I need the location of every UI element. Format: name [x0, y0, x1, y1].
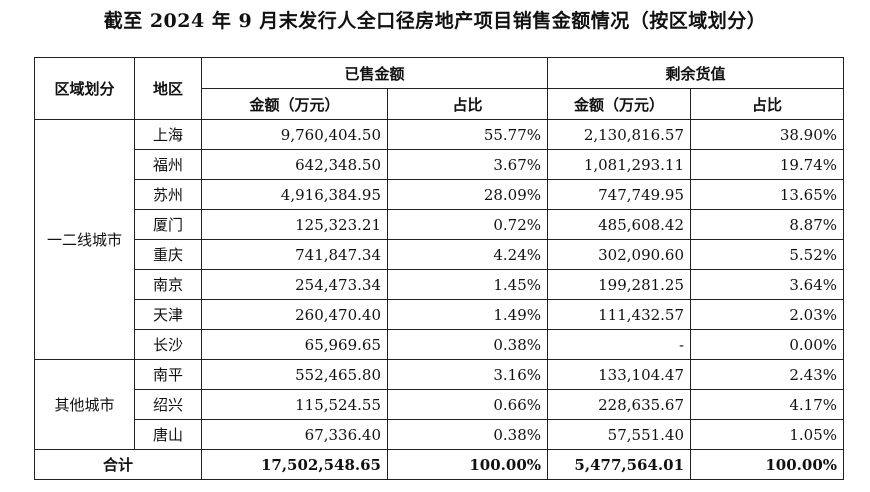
table-row: 一二线城市 上海 9,760,404.50 55.77% 2,130,816.5… [34, 119, 845, 360]
sold-amount-cell: 125,323.21 [201, 209, 388, 240]
sold-amount-cell: 9,760,404.50 [201, 119, 388, 150]
sold-share-cell: 1.45% [386, 269, 549, 300]
table-row: 厦门 125,323.21 0.72% 485,608.42 8.87% [35, 209, 845, 240]
table-row: 重庆 741,847.34 4.24% 302,090.60 5.52% [35, 239, 845, 270]
remain-share-cell: 19.74% [690, 149, 845, 180]
table-row: 天津 260,470.40 1.49% 111,432.57 2.03% [35, 299, 845, 330]
city-cell: 厦门 [134, 209, 202, 240]
remain-amount-cell: 133,104.47 [547, 359, 692, 390]
region-cell: 一二线城市 [34, 119, 135, 360]
sold-amount-cell: 642,348.50 [201, 149, 388, 180]
sold-amount-cell: 552,465.80 [201, 359, 388, 390]
table-row: 福州 642,348.50 3.67% 1,081,293.11 19.74% [35, 149, 845, 180]
sold-share-cell: 4.24% [386, 239, 549, 270]
table-row: 唐山 67,336.40 0.38% 57,551.40 1.05% [35, 419, 845, 450]
remain-amount-cell: 57,551.40 [547, 419, 692, 450]
remain-amount-cell: 747,749.95 [547, 179, 692, 210]
header-sold-amount: 金额（万元） [201, 88, 388, 120]
total-remain-amount: 5,477,564.01 [547, 449, 692, 480]
sales-by-region-table: 区域划分 地区 已售金额 剩余货值 金额（万元） 占比 金额（万元） 占比 一二… [34, 57, 845, 480]
page-title: 截至 2024 年 9 月末发行人全口径房地产项目销售金额情况（按区域划分） [103, 10, 767, 32]
remain-share-cell: 1.05% [690, 419, 845, 450]
sold-share-cell: 1.49% [386, 299, 549, 330]
table-row: 南京 254,473.34 1.45% 199,281.25 3.64% [35, 269, 845, 300]
city-cell: 天津 [134, 299, 202, 330]
city-cell: 上海 [134, 119, 202, 150]
city-cell: 唐山 [134, 419, 202, 450]
total-remain-share: 100.00% [690, 449, 845, 480]
city-cell: 福州 [134, 149, 202, 180]
city-cell: 重庆 [134, 239, 202, 270]
remain-amount-cell: 302,090.60 [547, 239, 692, 270]
sold-amount-cell: 260,470.40 [201, 299, 388, 330]
remain-amount-cell: - [547, 329, 692, 360]
remain-share-cell: 2.03% [690, 299, 845, 330]
remain-share-cell: 3.64% [690, 269, 845, 300]
region-cell: 其他城市 [34, 359, 135, 450]
sold-share-cell: 0.66% [386, 389, 549, 420]
city-cell: 长沙 [134, 329, 202, 360]
remain-amount-cell: 199,281.25 [547, 269, 692, 300]
sold-amount-cell: 65,969.65 [201, 329, 388, 360]
sold-amount-cell: 67,336.40 [201, 419, 388, 450]
remain-amount-cell: 2,130,816.57 [547, 119, 692, 150]
sold-amount-cell: 741,847.34 [201, 239, 388, 270]
header-remaining: 剩余货值 [547, 57, 845, 89]
city-cell: 绍兴 [134, 389, 202, 420]
table-row: 其他城市 南平 552,465.80 3.16% 133,104.47 2.43… [34, 359, 845, 450]
remain-share-cell: 2.43% [690, 359, 845, 390]
table-row: 苏州 4,916,384.95 28.09% 747,749.95 13.65% [35, 179, 845, 210]
remain-amount-cell: 228,635.67 [547, 389, 692, 420]
total-label: 合计 [34, 449, 202, 480]
remain-amount-cell: 111,432.57 [547, 299, 692, 330]
city-cell: 南京 [134, 269, 202, 300]
remain-share-cell: 5.52% [690, 239, 845, 270]
sold-share-cell: 0.72% [386, 209, 549, 240]
table-row: 长沙 65,969.65 0.38% - 0.00% [35, 329, 845, 360]
sold-amount-cell: 4,916,384.95 [201, 179, 388, 210]
total-sold-share: 100.00% [386, 449, 549, 480]
total-sold-amount: 17,502,548.65 [201, 449, 388, 480]
header-remain-share: 占比 [690, 88, 845, 120]
sold-amount-cell: 254,473.34 [201, 269, 388, 300]
header-area: 地区 [134, 57, 202, 120]
remain-share-cell: 13.65% [690, 179, 845, 210]
remain-share-cell: 4.17% [690, 389, 845, 420]
sold-share-cell: 28.09% [386, 179, 549, 210]
remain-share-cell: 8.87% [690, 209, 845, 240]
header-sold: 已售金额 [200, 57, 549, 89]
remain-amount-cell: 1,081,293.11 [547, 149, 692, 180]
sold-amount-cell: 115,524.55 [201, 389, 388, 420]
sold-share-cell: 55.77% [386, 119, 549, 150]
header-sold-share: 占比 [386, 88, 549, 120]
remain-share-cell: 0.00% [690, 329, 845, 360]
total-row: 合计 17,502,548.65 100.00% 5,477,564.01 10… [34, 449, 845, 480]
city-cell: 南平 [134, 359, 202, 390]
table-row: 绍兴 115,524.55 0.66% 228,635.67 4.17% [35, 389, 845, 420]
city-cell: 苏州 [134, 179, 202, 210]
remain-share-cell: 38.90% [690, 119, 845, 150]
sold-share-cell: 0.38% [386, 419, 549, 450]
sold-share-cell: 3.67% [386, 149, 549, 180]
header-remain-amount: 金额（万元） [547, 88, 692, 120]
sold-share-cell: 3.16% [386, 359, 549, 390]
header-region: 区域划分 [34, 57, 135, 120]
remain-amount-cell: 485,608.42 [547, 209, 692, 240]
sold-share-cell: 0.38% [386, 329, 549, 360]
